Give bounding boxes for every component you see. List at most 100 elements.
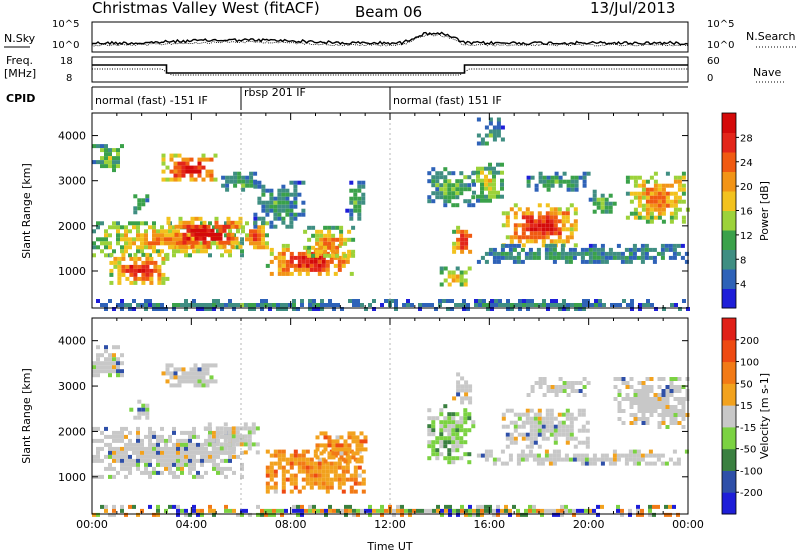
power-cell	[447, 179, 452, 184]
power-cell	[545, 219, 550, 224]
velocity-cell	[440, 512, 444, 517]
power-cell	[168, 229, 172, 234]
velocity-cell	[124, 426, 128, 431]
velocity-cell	[172, 430, 176, 435]
velocity-cell	[669, 413, 674, 417]
colorbar-tick-label: 15	[740, 401, 753, 412]
velocity-cell	[273, 461, 278, 466]
velocity-cell	[492, 512, 496, 517]
velocity-cell	[309, 465, 314, 470]
colorbar-tick-label: -200	[740, 488, 763, 499]
power-cell	[512, 247, 517, 252]
velocity-cell	[329, 481, 334, 486]
velocity-cell	[464, 380, 469, 385]
velocity-cell	[388, 504, 392, 509]
power-cell	[564, 251, 569, 256]
velocity-cell	[276, 508, 280, 513]
power-cell	[570, 303, 574, 307]
power-cell	[508, 255, 513, 260]
velocity-cell	[613, 377, 618, 381]
velocity-cell	[272, 512, 276, 517]
velocity-cell	[467, 416, 472, 421]
velocity-cell	[193, 367, 198, 372]
power-cell	[592, 197, 597, 202]
power-cell	[536, 247, 541, 252]
power-cell	[193, 165, 198, 170]
power-cell	[233, 171, 238, 176]
power-cell	[554, 175, 559, 180]
velocity-cell	[681, 401, 686, 405]
velocity-cell	[148, 434, 152, 439]
velocity-cell	[92, 361, 96, 366]
power-cell	[352, 303, 356, 307]
power-cell	[269, 251, 274, 256]
power-cell	[112, 221, 116, 226]
velocity-cell	[219, 434, 224, 439]
power-cell	[331, 233, 336, 238]
velocity-cell	[529, 436, 534, 441]
power-cell	[229, 179, 234, 184]
power-cell	[253, 245, 257, 250]
power-cell	[557, 227, 562, 232]
velocity-cell	[560, 508, 564, 513]
velocity-cell	[160, 450, 164, 455]
power-cell	[492, 247, 497, 252]
power-cell	[210, 236, 215, 241]
power-cell	[496, 170, 500, 175]
colorbar-segment	[722, 113, 736, 133]
velocity-cell	[569, 416, 574, 421]
power-cell	[588, 255, 593, 260]
power-cell	[641, 215, 646, 220]
power-cell	[188, 245, 192, 250]
power-cell	[137, 256, 142, 261]
power-cell	[460, 245, 465, 250]
colorbar-segment	[722, 361, 736, 384]
velocity-cell	[352, 508, 356, 513]
power-cell	[660, 243, 665, 248]
velocity-cell	[360, 508, 364, 513]
power-cell	[213, 153, 218, 158]
power-cell	[337, 267, 342, 272]
velocity-cell	[396, 504, 400, 509]
velocity-cell	[219, 426, 224, 431]
power-cell	[125, 264, 130, 269]
velocity-cell	[570, 385, 575, 389]
power-cell	[533, 223, 538, 228]
power-cell	[476, 178, 480, 183]
velocity-cell	[513, 424, 518, 429]
power-cell	[558, 179, 563, 184]
velocity-cell	[649, 409, 654, 413]
power-cell	[505, 223, 510, 228]
velocity-cell	[305, 457, 310, 462]
power-cell	[600, 201, 605, 206]
velocity-cell	[205, 363, 210, 368]
velocity-cell	[455, 428, 460, 433]
power-cell	[542, 183, 547, 188]
power-cell	[500, 178, 504, 183]
power-cell	[116, 152, 120, 157]
velocity-cell	[561, 412, 566, 417]
velocity-cell	[669, 409, 674, 413]
power-cell	[467, 187, 472, 192]
velocity-cell	[197, 383, 202, 388]
power-cell	[570, 187, 575, 192]
power-cell	[172, 253, 176, 258]
velocity-cell	[566, 385, 571, 389]
power-cell	[301, 180, 306, 185]
power-cell	[244, 303, 248, 307]
power-cell	[569, 231, 574, 236]
power-cell	[422, 303, 426, 307]
velocity-cell	[324, 512, 328, 517]
power-cell	[214, 216, 219, 221]
velocity-cell	[581, 412, 586, 417]
power-cell	[141, 264, 146, 269]
velocity-cell	[340, 508, 344, 513]
power-cell	[152, 233, 156, 238]
power-cell	[492, 178, 496, 183]
velocity-cell	[216, 462, 220, 467]
velocity-cell	[621, 397, 626, 401]
power-cell	[537, 203, 542, 208]
power-cell	[537, 215, 542, 220]
velocity-cell	[513, 436, 518, 441]
velocity-cell	[529, 416, 534, 421]
